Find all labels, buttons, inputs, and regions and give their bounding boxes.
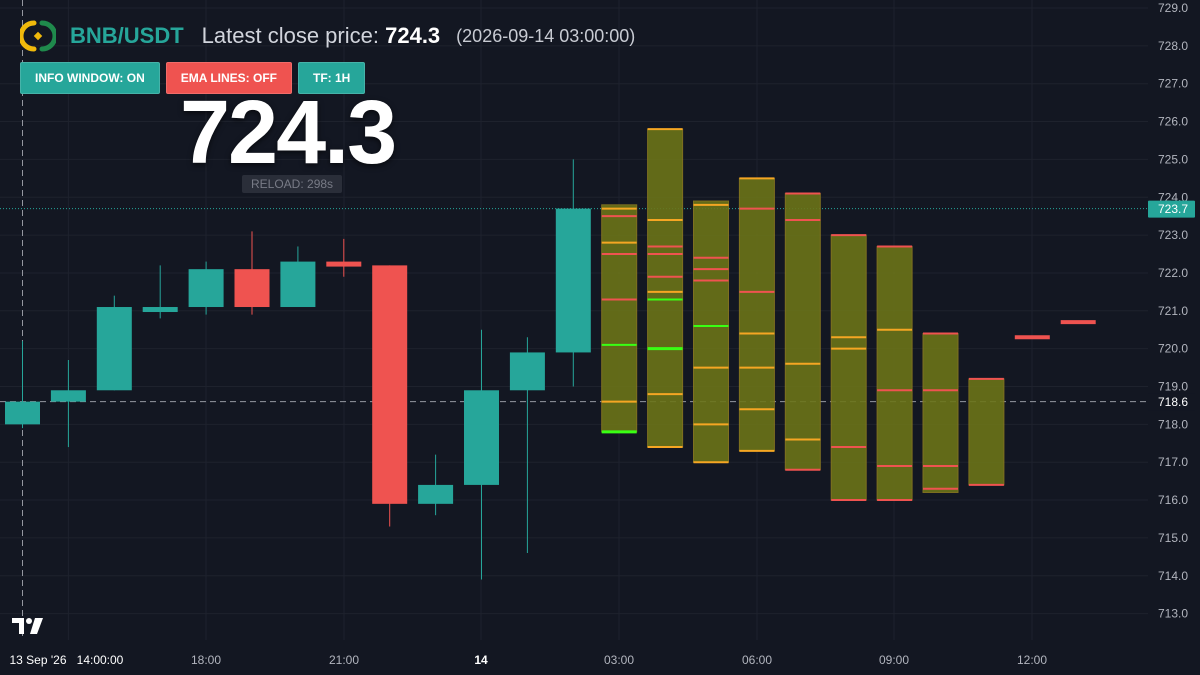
forecast-box [784,192,821,471]
y-tick-label: 721.0 [1158,304,1188,318]
candle [188,261,224,315]
forecast-box [693,200,729,464]
x-tick-label: 12:00 [1017,653,1047,667]
forecast-box [968,377,1005,486]
crosshair-price-marker-text: 718.6 [1158,395,1188,409]
forecast-range [922,333,959,493]
current-price-marker: 723.7 [1148,200,1195,218]
candle-body [555,208,591,353]
candle [234,231,270,315]
candle-body [326,261,362,267]
candle-body [188,269,224,308]
forecast-range [693,200,729,463]
candle [280,246,316,308]
x-tick-label: 13 Sep '26 [9,653,66,667]
candle-body [280,261,316,308]
binance-logo-icon [20,20,56,52]
ema-lines-toggle[interactable]: EMA LINES: OFF [165,62,292,94]
crosshair-price-marker-bg [1148,393,1195,411]
x-tick-label: 06:00 [742,653,772,667]
candle [142,265,178,319]
latest-close: Latest close price: 724.3 [202,23,441,49]
y-tick-label: 723.0 [1158,228,1188,242]
candle [50,360,86,448]
forecast-box [830,234,867,502]
y-tick-label: 720.0 [1158,342,1188,356]
timeframe-button[interactable]: TF: 1H [297,62,366,94]
candle-body [464,390,499,485]
y-tick-label: 716.0 [1158,493,1188,507]
candle [372,265,408,527]
y-tick-label: 722.0 [1158,266,1188,280]
candle [464,329,499,580]
forecast-range [968,378,1005,486]
candle-body [418,484,454,504]
big-price: 724.3 [180,83,397,183]
forecast-range [647,128,684,448]
candle [555,159,591,387]
candle-body [509,352,545,391]
candle [326,238,362,277]
forecast-box [601,204,638,434]
forecast-range [601,204,638,433]
forecast-range [830,234,867,501]
tradingview-logo-icon[interactable] [12,618,44,636]
x-tick-label: 18:00 [191,653,221,667]
candle-body [234,269,270,308]
toolbar: INFO WINDOW: ON EMA LINES: OFF TF: 1H [20,62,366,94]
y-tick-label: 718.0 [1158,417,1188,431]
forecast-range [876,245,913,501]
header: BNB/USDT Latest close price: 724.3 (2026… [20,18,635,54]
y-tick-label: 714.0 [1158,569,1188,583]
x-tick-label: 14 [474,653,488,667]
forecast-range [784,192,821,471]
current-price-marker-text: 723.7 [1158,202,1188,216]
y-tick-label: 715.0 [1158,531,1188,545]
latest-close-label: Latest close price: [201,23,379,48]
x-tick-label: 03:00 [604,653,634,667]
crosshair-price-marker: 718.6 [1148,393,1195,411]
forecast-box [738,177,775,452]
forecast-box [922,332,959,493]
latest-close-timestamp: (2026-09-14 03:00:00) [456,25,636,46]
candle-body [96,307,132,391]
x-tick-label: 14:00:00 [77,653,124,667]
forecast-box [876,245,913,502]
candle-body [142,307,178,313]
forecast-box [647,128,684,449]
reload-countdown[interactable]: RELOAD: 298s [242,175,343,193]
y-tick-label: 728.0 [1158,39,1188,53]
x-tick-label: 21:00 [329,653,359,667]
candle [509,337,545,554]
candle [5,341,40,429]
y-tick-label: 717.0 [1158,455,1188,469]
current-price-marker-bg [1148,200,1195,218]
candle-body [50,390,86,402]
candle-body [372,265,408,504]
forecast-range [738,177,775,452]
y-tick-label: 729.0 [1158,1,1188,15]
y-tick-label: 713.0 [1158,607,1188,621]
candle-body [5,401,40,425]
y-tick-label: 725.0 [1158,152,1188,166]
latest-close-value: 724.3 [385,23,441,48]
candle [418,454,454,516]
y-tick-label: 727.0 [1158,77,1188,91]
x-tick-label: 09:00 [879,653,909,667]
candle [96,295,132,391]
y-tick-label: 719.0 [1158,380,1188,394]
info-window-toggle[interactable]: INFO WINDOW: ON [20,62,160,94]
pair-name: BNB/USDT [70,23,184,48]
y-tick-label: 726.0 [1158,115,1188,129]
